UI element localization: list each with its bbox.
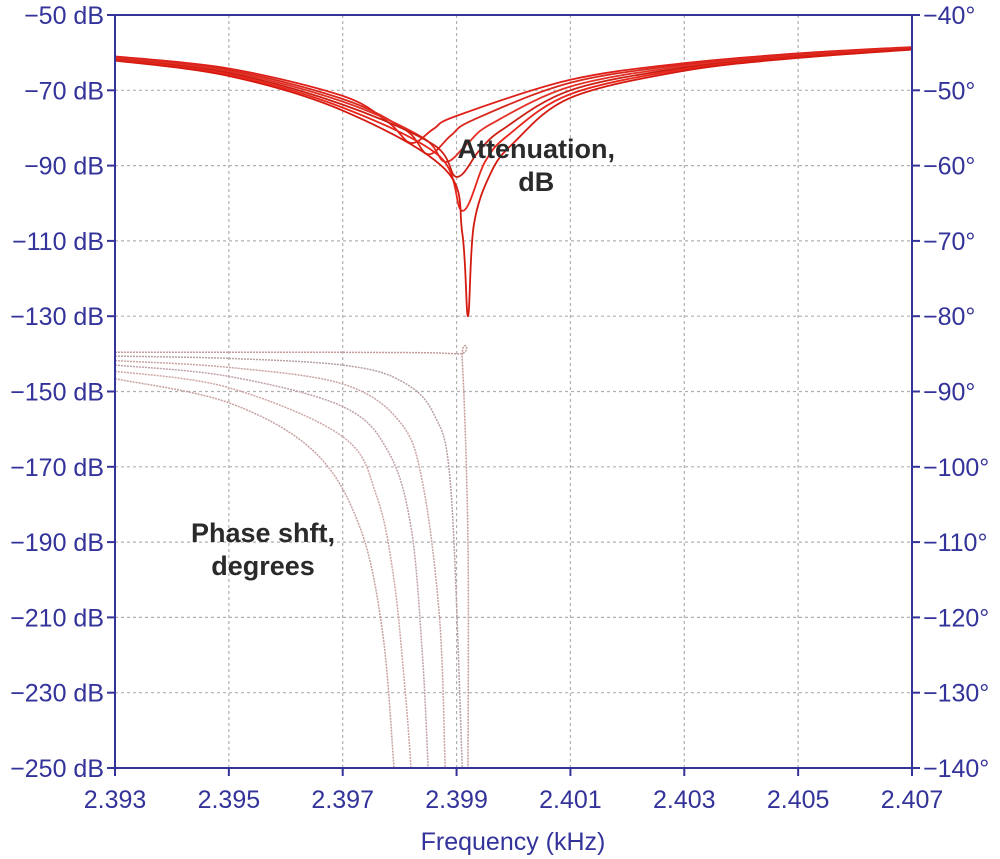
- left-tick-label: −230 dB: [10, 680, 104, 708]
- grid: [115, 15, 912, 768]
- right-tick-label: −100°: [923, 454, 989, 482]
- phase-curve: [114, 377, 395, 769]
- x-tick-label: 2.397: [311, 786, 374, 814]
- x-tick-label: 2.403: [653, 786, 716, 814]
- right-tick-label: −120°: [923, 604, 989, 632]
- annotation-label: dB: [518, 167, 554, 197]
- left-tick-label: −170 dB: [10, 454, 104, 482]
- x-tick-label: 2.393: [84, 786, 147, 814]
- attenuation-curve: [114, 48, 913, 318]
- annotation-label: degrees: [211, 551, 315, 581]
- attenuation-series-group: [114, 46, 913, 318]
- right-tick-label: −80°: [923, 303, 975, 331]
- annotation-label: Attenuation,: [458, 134, 615, 164]
- x-tick-label: 2.399: [425, 786, 488, 814]
- right-axis: −40° −50° −60° −70° −80° −90° −100° −110° −120° −…: [912, 2, 989, 783]
- right-tick-label: −60°: [923, 153, 975, 181]
- x-tick-label: 2.395: [198, 786, 261, 814]
- phase-curve: [114, 359, 446, 769]
- phase-curve: [114, 364, 429, 769]
- left-axis: −50 dB −70 dB −90 dB −110 dB −130 dB −150 dB −…: [10, 2, 115, 783]
- right-tick-label: −90°: [923, 379, 975, 407]
- right-tick-label: −110°: [923, 529, 987, 557]
- phase-curve: [114, 355, 464, 769]
- right-tick-label: −70°: [923, 228, 975, 256]
- left-tick-label: −50 dB: [24, 2, 104, 30]
- attenuation-curve: [114, 48, 913, 178]
- left-tick-label: −150 dB: [10, 379, 104, 407]
- attenuation-curve: [114, 46, 913, 144]
- x-tick-label: 2.405: [767, 786, 830, 814]
- phase-curve: [114, 344, 470, 769]
- annotation-label: Phase shft,: [191, 518, 335, 548]
- left-tick-label: −210 dB: [10, 604, 104, 632]
- right-tick-label: −130°: [923, 680, 989, 708]
- left-tick-label: −250 dB: [10, 755, 104, 783]
- attenuation-curve: [114, 48, 913, 212]
- right-tick-label: −40°: [923, 2, 975, 30]
- x-axis-label: Frequency (kHz): [421, 828, 606, 856]
- x-tick-label: 2.401: [539, 786, 602, 814]
- left-tick-label: −130 dB: [10, 303, 104, 331]
- annotations: Attenuation,dB Phase shft,degrees: [191, 134, 615, 581]
- phase-series-group: [114, 344, 470, 769]
- left-tick-label: −110 dB: [12, 228, 104, 256]
- left-tick-label: −90 dB: [24, 153, 104, 181]
- right-tick-label: −140°: [923, 755, 989, 783]
- phase-curve: [114, 370, 412, 769]
- left-tick-label: −70 dB: [24, 77, 104, 105]
- attenuation-curve: [114, 46, 913, 156]
- x-tick-label: 2.407: [881, 786, 944, 814]
- attenuation-curve: [114, 47, 913, 163]
- left-tick-label: −190 dB: [10, 529, 104, 557]
- right-tick-label: −50°: [923, 77, 975, 105]
- x-axis: 2.393 2.395 2.397 2.399 2.401 2.403 2.405 2.407: [84, 768, 944, 814]
